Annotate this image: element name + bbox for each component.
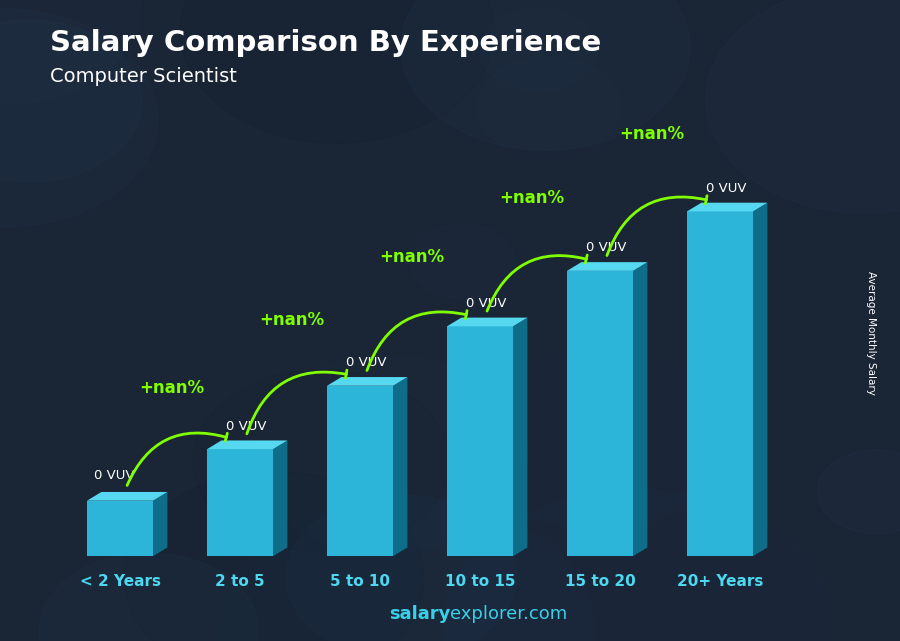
Text: salary: salary [389,605,450,623]
Circle shape [410,224,515,298]
Text: +nan%: +nan% [140,379,205,397]
Polygon shape [393,377,408,556]
Polygon shape [567,262,647,271]
Text: 0 VUV: 0 VUV [586,241,626,254]
Circle shape [400,0,690,150]
FancyBboxPatch shape [447,326,513,556]
Polygon shape [513,317,527,556]
Polygon shape [273,440,287,556]
Circle shape [0,0,140,104]
Circle shape [286,495,517,641]
Text: 0 VUV: 0 VUV [465,297,506,310]
Polygon shape [753,203,768,556]
Circle shape [817,450,900,534]
Circle shape [0,9,158,228]
FancyBboxPatch shape [567,271,633,556]
Polygon shape [327,377,408,386]
FancyBboxPatch shape [87,501,153,556]
Circle shape [124,472,424,641]
FancyBboxPatch shape [327,386,393,556]
Text: 0 VUV: 0 VUV [226,419,266,433]
Text: Average Monthly Salary: Average Monthly Salary [866,271,877,395]
Circle shape [39,553,258,641]
Text: Salary Comparison By Experience: Salary Comparison By Experience [50,29,601,57]
Text: +nan%: +nan% [380,248,445,266]
Text: 0 VUV: 0 VUV [94,469,134,482]
Polygon shape [87,492,167,501]
Circle shape [216,498,595,641]
Circle shape [472,353,721,530]
Text: +nan%: +nan% [619,125,685,143]
Text: explorer.com: explorer.com [450,605,567,623]
Text: +nan%: +nan% [500,188,565,206]
Circle shape [478,56,620,158]
Text: Computer Scientist: Computer Scientist [50,67,237,87]
Polygon shape [633,262,647,556]
Text: 0 VUV: 0 VUV [706,182,746,195]
FancyBboxPatch shape [687,212,753,556]
Circle shape [444,490,831,641]
Polygon shape [447,317,527,326]
FancyBboxPatch shape [207,449,273,556]
Text: +nan%: +nan% [259,312,325,329]
Circle shape [706,0,900,213]
Polygon shape [687,203,768,212]
Polygon shape [207,440,287,449]
Circle shape [0,20,142,182]
Polygon shape [153,492,167,556]
Circle shape [180,0,494,144]
Text: 0 VUV: 0 VUV [346,356,386,369]
